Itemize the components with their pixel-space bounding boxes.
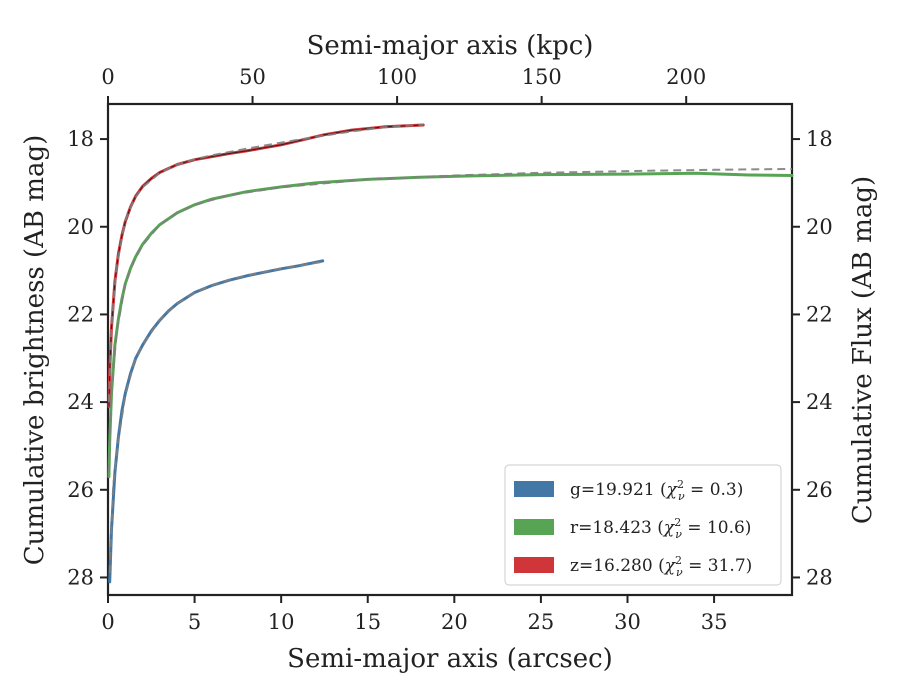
x-tick-label: 15 (354, 610, 381, 634)
x-tick-label: 10 (268, 610, 295, 634)
legend-label-z: z=16.280 (χ2 ν = 31.7) (570, 554, 752, 579)
x-axis-title: Semi-major axis (arcsec) (287, 644, 613, 674)
y-tick-label: 20 (67, 215, 94, 239)
x-axis-top-ticks: 0 50 100 150 200 (101, 65, 706, 104)
legend-label-r: r=18.423 (χ2 ν = 10.6) (570, 516, 751, 541)
y-right-tick-label: 28 (806, 565, 833, 589)
x-top-tick-label: 150 (522, 65, 562, 89)
y-right-tick-label: 22 (806, 302, 833, 326)
legend-frame (504, 464, 782, 586)
y-axis-right-ticks: 18 20 22 24 26 28 (792, 127, 833, 589)
x-tick-label: 20 (441, 610, 468, 634)
legend-swatch-r (514, 519, 554, 535)
x-top-tick-label: 50 (239, 65, 266, 89)
legend-label-g: g=19.921 (χ2 ν = 0.3) (570, 478, 743, 503)
x-axis-bottom-ticks: 0 5 10 15 20 25 30 35 (101, 595, 727, 634)
x-top-tick-label: 0 (101, 65, 114, 89)
legend: g=19.921 (χ2 ν = 0.3) r=18.423 (χ2 ν = 10.6… (504, 464, 782, 586)
y-axis-left-ticks: 18 20 22 24 26 28 (67, 127, 108, 589)
model-fit-line-r (107, 167, 793, 473)
plot-area (106, 102, 794, 597)
x-top-tick-label: 200 (666, 65, 706, 89)
model-fit-line-g (108, 260, 323, 574)
x-tick-label: 25 (528, 610, 555, 634)
y-axis-right-title: Cumulative Flux (AB mag) (848, 176, 878, 524)
x-tick-label: 5 (188, 610, 201, 634)
x-tick-label: 30 (614, 610, 641, 634)
y-right-tick-label: 18 (806, 127, 833, 151)
x-tick-label: 0 (101, 610, 114, 634)
x-tick-label: 35 (701, 610, 728, 634)
y-tick-label: 24 (67, 390, 94, 414)
y-tick-label: 22 (67, 302, 94, 326)
y-axis-title: Cumulative brightness (AB mag) (20, 135, 50, 566)
model-fit-line-z (107, 123, 424, 403)
y-tick-label: 18 (67, 127, 94, 151)
y-right-tick-label: 20 (806, 215, 833, 239)
x-axis-top-title: Semi-major axis (kpc) (307, 31, 594, 61)
y-right-tick-label: 24 (806, 390, 833, 414)
legend-swatch-z (514, 557, 554, 573)
y-tick-label: 28 (67, 565, 94, 589)
x-top-tick-label: 100 (377, 65, 417, 89)
y-right-tick-label: 26 (806, 478, 833, 502)
legend-swatch-g (514, 481, 554, 497)
y-tick-label: 26 (67, 478, 94, 502)
model-fit-curves (107, 123, 793, 574)
